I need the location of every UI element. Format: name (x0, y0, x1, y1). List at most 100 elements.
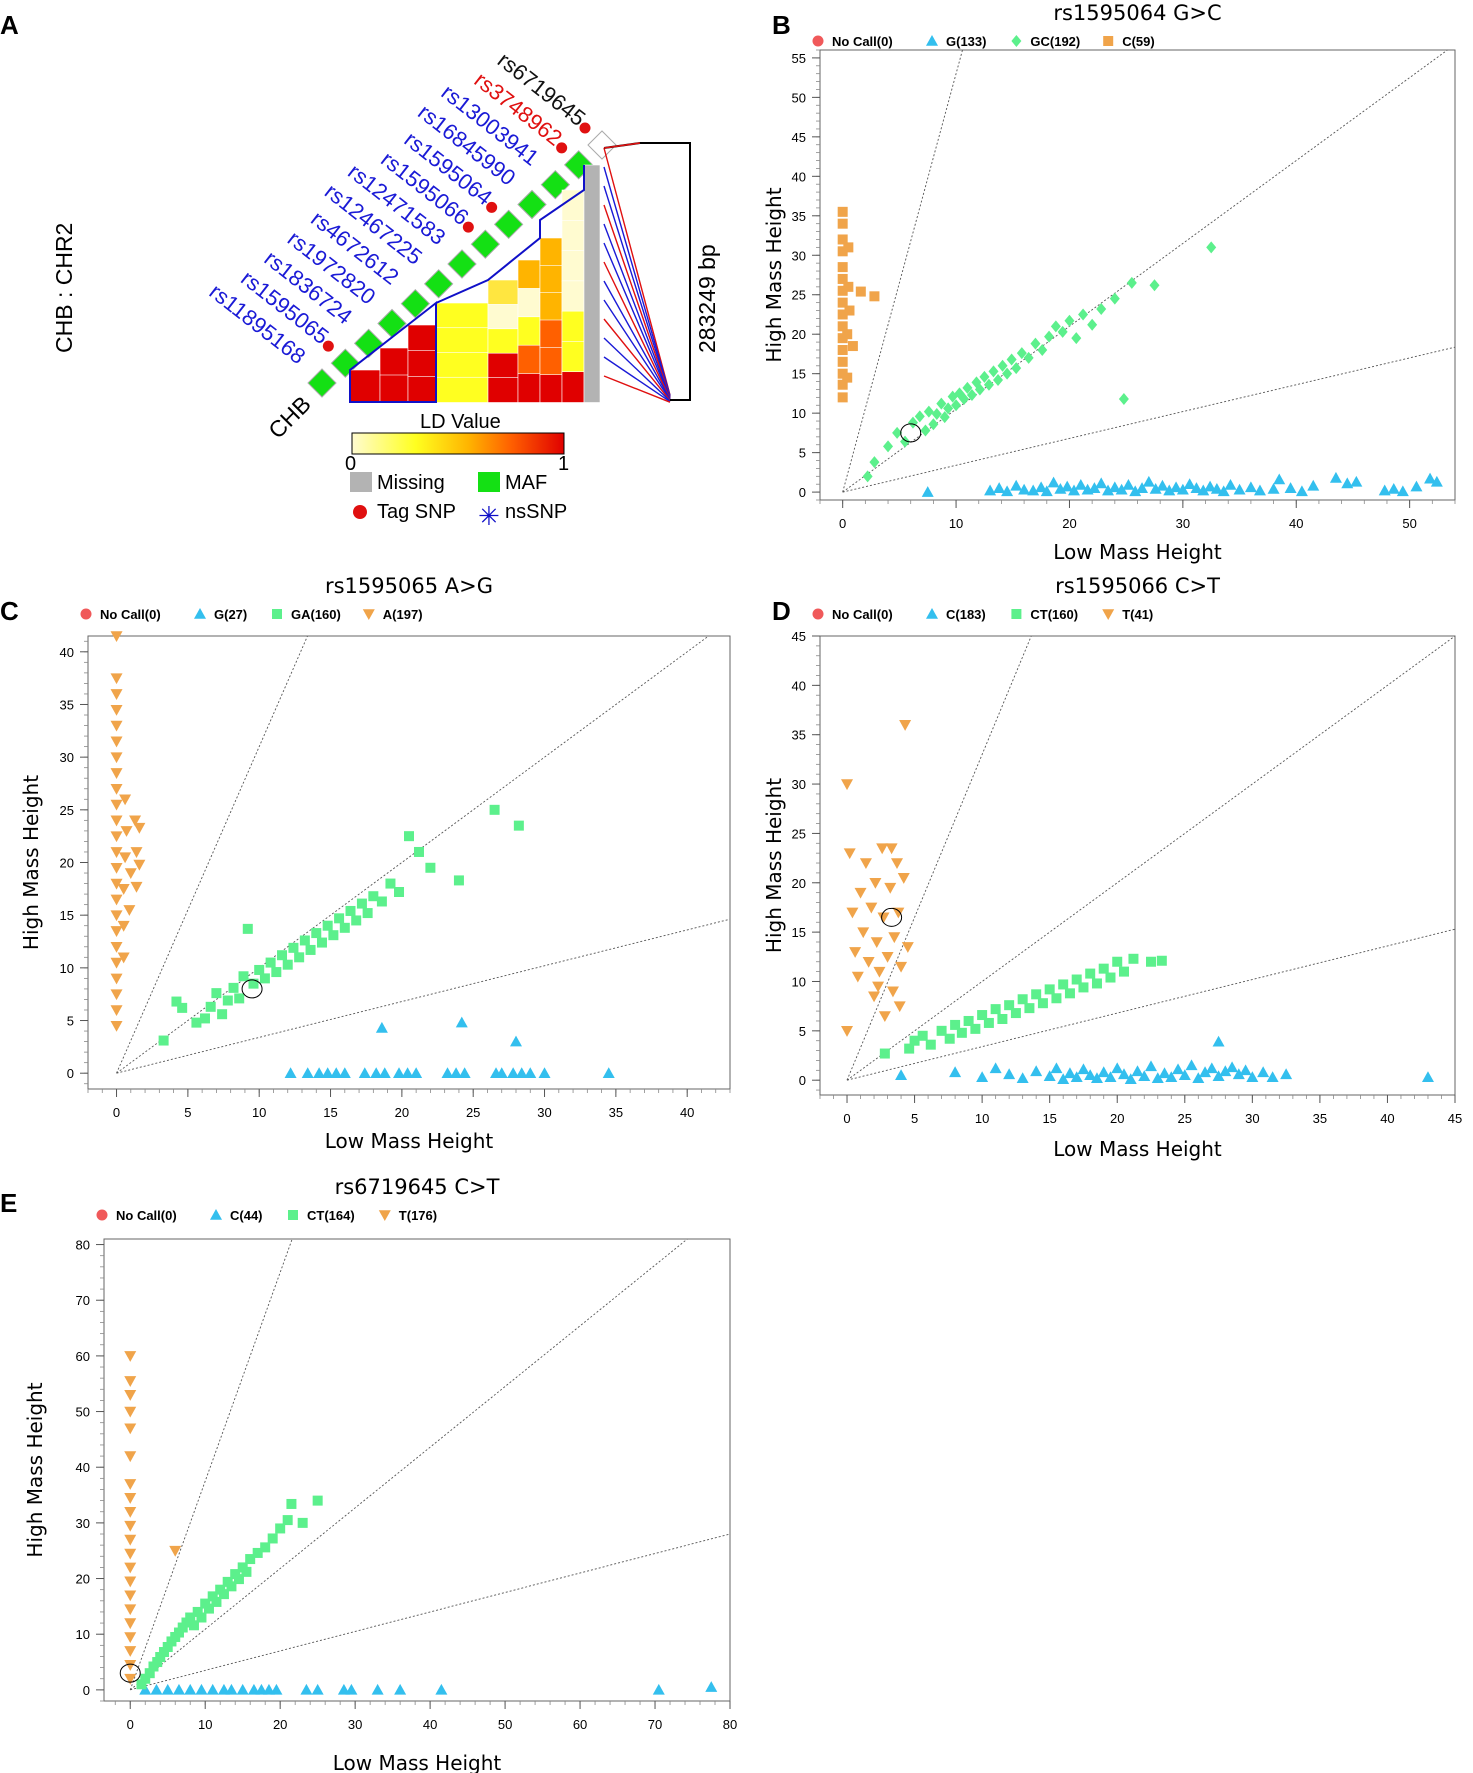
square-point (513, 820, 524, 831)
triangle-point (172, 1683, 185, 1695)
y-tick-label: 30 (792, 777, 806, 792)
triangle-point (394, 1683, 407, 1695)
panel-letter-e: E (0, 1188, 17, 1218)
square-point (288, 1210, 298, 1220)
diamond-point (1011, 362, 1022, 375)
square-point (837, 297, 848, 308)
triangle-point (1124, 1073, 1137, 1085)
square-point (1098, 963, 1109, 974)
diamond-point (936, 397, 947, 410)
triangle-point (184, 1683, 197, 1695)
tri-down-point (124, 1660, 137, 1671)
y-tick-label: 25 (60, 803, 74, 818)
square-point (376, 896, 387, 907)
square-point (191, 1017, 202, 1028)
tri-down-point (886, 986, 899, 998)
triangle-point (150, 1683, 163, 1695)
diamond-point (1096, 302, 1107, 315)
tri-down-point (877, 912, 890, 924)
tri-down-point (110, 847, 123, 858)
tri-down-point (123, 905, 136, 916)
x-tick-label: 20 (1062, 516, 1076, 531)
tri-down-point (110, 689, 123, 700)
x-axis-label: Low Mass Height (325, 1129, 494, 1153)
y-tick-label: 25 (792, 826, 806, 841)
square-point (345, 905, 356, 916)
triangle-point (1224, 479, 1237, 490)
tri-down-point (110, 799, 123, 811)
triangle-point (1122, 479, 1135, 490)
tri-down-point (891, 858, 904, 870)
tri-down-point (117, 884, 130, 895)
square-point (404, 831, 414, 842)
square-point (1058, 979, 1069, 990)
square-point (837, 234, 848, 245)
square-point (1024, 1003, 1035, 1014)
legend-label: G(27) (214, 607, 247, 622)
square-point (254, 964, 265, 975)
triangle-point (371, 1683, 384, 1695)
tri-down-point (895, 961, 908, 973)
ld-cell (407, 376, 437, 403)
triangle-point (1246, 1071, 1259, 1083)
ld-cell (539, 237, 563, 267)
maf-label: MAF (505, 472, 547, 494)
reference-line (846, 635, 1032, 1081)
cluster-center-circle (241, 979, 263, 999)
cluster-center-circle (900, 423, 922, 443)
triangle-point (949, 1066, 962, 1078)
square-point (265, 957, 276, 968)
y-tick-label: 40 (76, 1460, 90, 1475)
tag-snp-dot-icon (462, 221, 474, 233)
triangle-point (1170, 481, 1183, 493)
y-tick-label: 45 (792, 130, 806, 145)
tri-down-point (110, 673, 123, 685)
square-point (259, 973, 270, 984)
tri-down-point (133, 859, 146, 871)
square-point (233, 1574, 244, 1585)
square-point (1031, 989, 1042, 1000)
tri-down-point (130, 847, 143, 858)
y-tick-label: 25 (792, 288, 806, 303)
triangle-point (1108, 481, 1121, 493)
tri-down-point (110, 783, 123, 795)
tri-down-point (892, 907, 905, 919)
ld-cell (435, 352, 489, 379)
ld-cell (539, 292, 563, 321)
triangle-point (1027, 484, 1040, 496)
square-point (489, 804, 500, 815)
square-point (297, 1517, 308, 1528)
diamond-point (907, 416, 918, 429)
legend-label: No Call(0) (832, 34, 893, 49)
triangle-point (236, 1683, 249, 1695)
square-point (205, 1001, 216, 1012)
plot-frame (819, 635, 1456, 1096)
square-point (162, 1642, 173, 1653)
diamond-point (1206, 241, 1217, 254)
triangle-point (495, 1067, 508, 1078)
tri-down-point (124, 1423, 137, 1435)
square-point (837, 392, 848, 403)
y-tick-label: 0 (67, 1066, 74, 1081)
triangle-point (1018, 483, 1031, 495)
square-point (904, 1043, 915, 1054)
diamond-point (914, 410, 925, 423)
ld-colorbar (351, 432, 565, 455)
square-point (837, 309, 848, 320)
triangle-point (410, 1067, 423, 1078)
ld-legend: LD Value 0 1 Missing MAF Tag SNP ✳ nsSNP (345, 411, 569, 532)
y-tick-label: 20 (792, 327, 806, 342)
square-point (230, 1569, 241, 1580)
square-point (260, 1542, 271, 1553)
square-point (855, 286, 866, 297)
missing-label: Missing (377, 472, 445, 494)
legend-label: G(133) (946, 34, 986, 49)
x-tick-label: 0 (839, 516, 846, 531)
triangle-point (370, 1067, 383, 1078)
square-point (271, 967, 282, 978)
ld-cell (487, 279, 519, 306)
tri-down-point (859, 858, 872, 870)
triangle-point (1273, 473, 1286, 485)
square-point (837, 356, 848, 367)
diamond-point (943, 402, 954, 415)
